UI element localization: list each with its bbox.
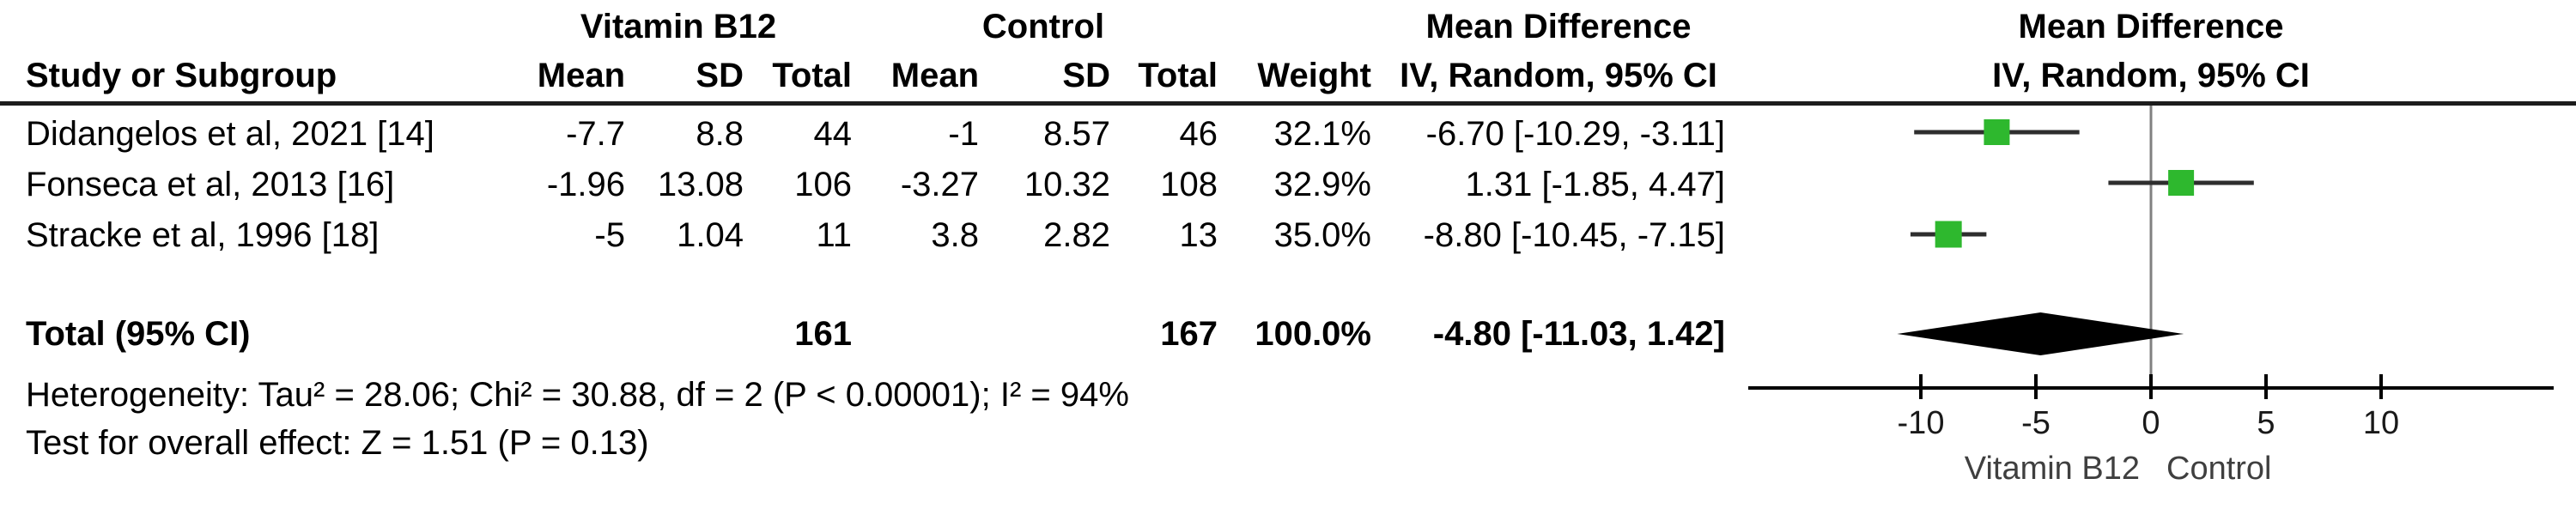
study-name: Stracke et al, 1996 [18]: [26, 216, 380, 254]
group-header-vitamin-b12: Vitamin B12: [580, 8, 777, 45]
axis-label-left: Vitamin B12: [1965, 451, 2140, 487]
study-name: Didangelos et al, 2021 [14]: [26, 115, 434, 153]
sd-b12: 1.04: [677, 216, 744, 254]
plot-column-title: Mean Difference: [2018, 8, 2284, 45]
study-row-didangelos: Didangelos et al, 2021 [14] -7.7 8.8 44 …: [0, 113, 2576, 154]
x-tick-label: 0: [2142, 405, 2160, 441]
ci-text: -8.80 [-10.45, -7.15]: [1423, 216, 1725, 254]
total-label: Total (95% CI): [26, 315, 251, 353]
heterogeneity-text: Heterogeneity: Tau² = 28.06; Chi² = 30.8…: [26, 376, 1129, 414]
effect-size-square: [2168, 170, 2195, 196]
group-header-control: Control: [981, 8, 1105, 45]
header-sd-control: SD: [1062, 57, 1110, 94]
header-total-control: Total: [1138, 57, 1218, 94]
weight-value: 35.0%: [1273, 216, 1371, 254]
x-tick-label: 10: [2363, 405, 2399, 441]
mean-b12: -7.7: [566, 115, 625, 153]
sd-control: 2.82: [1043, 216, 1110, 254]
header-total-b12: Total: [772, 57, 852, 94]
x-tick-label: -5: [2021, 405, 2050, 441]
mean-b12: -1.96: [546, 166, 625, 203]
effect-column-title: Mean Difference: [1425, 8, 1692, 45]
total-b12: 11: [816, 216, 852, 254]
pooled-effect-diamond: [1897, 312, 2184, 355]
mean-control: 3.8: [931, 216, 979, 254]
total-control: 108: [1160, 166, 1218, 203]
total-b12: 106: [794, 166, 852, 203]
overall-effect-row: Test for overall effect: Z = 1.51 (P = 0…: [0, 422, 2576, 464]
total-b12: 44: [813, 115, 853, 153]
header-study-or-subgroup: Study or Subgroup: [26, 57, 337, 94]
study-row-fonseca: Fonseca et al, 2013 [16] -1.96 13.08 106…: [0, 164, 2576, 205]
total-weight: 100.0%: [1255, 315, 1371, 353]
column-header-row: Study or Subgroup Mean SD Total Mean SD …: [0, 55, 2576, 96]
mean-b12: -5: [594, 216, 625, 254]
mean-control: -1: [948, 115, 979, 153]
group-header-row: Vitamin B12 Control Mean Difference Mean…: [0, 6, 2576, 47]
header-sd-b12: SD: [696, 57, 744, 94]
total-row: Total (95% CI) 161 167 100.0% -4.80 [-11…: [0, 313, 2576, 354]
study-row-stracke: Stracke et al, 1996 [18] -5 1.04 11 3.8 …: [0, 215, 2576, 256]
effect-column-subtitle: IV, Random, 95% CI: [1400, 57, 1717, 94]
axis-label-right: Control: [2166, 451, 2272, 487]
ci-text: 1.31 [-1.85, 4.47]: [1465, 166, 1725, 203]
study-name: Fonseca et al, 2013 [16]: [26, 166, 395, 203]
x-tick-label: 5: [2257, 405, 2275, 441]
heterogeneity-row: Heterogeneity: Tau² = 28.06; Chi² = 30.8…: [0, 374, 2576, 415]
plot-column-subtitle: IV, Random, 95% CI: [1992, 57, 2310, 94]
sd-control: 8.57: [1043, 115, 1110, 153]
header-mean-control: Mean: [890, 57, 979, 94]
total-control: 13: [1179, 216, 1218, 254]
header-mean-b12: Mean: [537, 57, 625, 94]
effect-size-square: [1935, 221, 1962, 248]
weight-value: 32.1%: [1273, 115, 1371, 153]
weight-value: 32.9%: [1273, 166, 1371, 203]
total-ci-text: -4.80 [-11.03, 1.42]: [1432, 315, 1725, 353]
effect-size-square: [1984, 119, 2010, 145]
total-control: 46: [1179, 115, 1218, 153]
total-n-control: 167: [1160, 315, 1218, 353]
header-weight: Weight: [1257, 57, 1371, 94]
overall-effect-text: Test for overall effect: Z = 1.51 (P = 0…: [26, 424, 649, 462]
total-n-b12: 161: [794, 315, 852, 353]
mean-control: -3.27: [900, 166, 979, 203]
sd-control: 10.32: [1024, 166, 1110, 203]
x-tick-label: -10: [1898, 405, 1945, 441]
sd-b12: 8.8: [696, 115, 744, 153]
ci-text: -6.70 [-10.29, -3.11]: [1425, 115, 1725, 153]
header-divider-line: [0, 101, 2576, 106]
sd-b12: 13.08: [657, 166, 744, 203]
